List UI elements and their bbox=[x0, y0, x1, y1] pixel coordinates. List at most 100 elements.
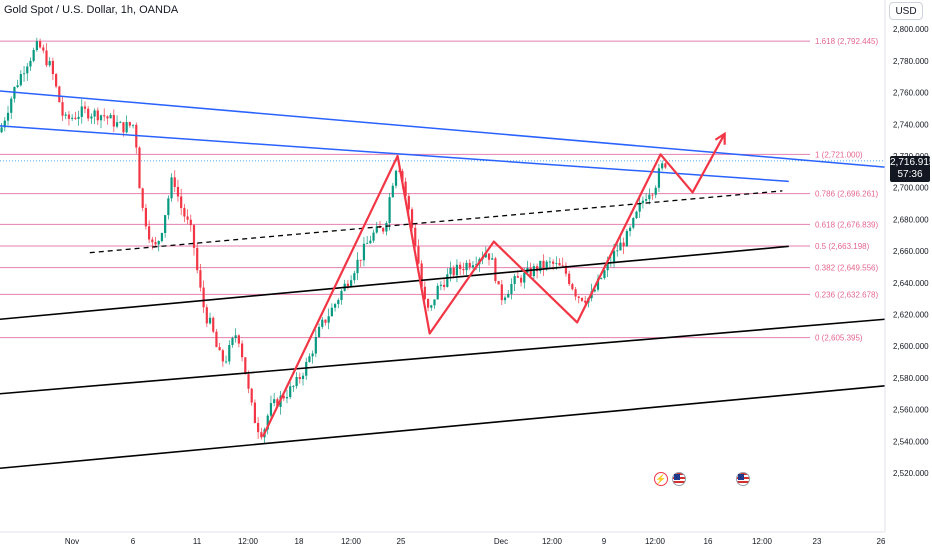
candle-body bbox=[285, 397, 289, 399]
x-tick-label: 12:00 bbox=[341, 537, 362, 546]
candle-body bbox=[500, 284, 503, 301]
x-tick-label: 18 bbox=[295, 537, 304, 546]
candle-body bbox=[3, 120, 6, 128]
symbol-title[interactable]: Gold Spot / U.S. Dollar, 1h, OANDA bbox=[4, 4, 179, 16]
candle-body bbox=[257, 423, 260, 433]
x-tick-label: 16 bbox=[704, 537, 713, 546]
candle-body bbox=[356, 259, 359, 274]
candle-body bbox=[218, 347, 221, 351]
candle-body bbox=[167, 198, 170, 216]
zigzag-path[interactable] bbox=[261, 133, 726, 438]
candle-body bbox=[577, 296, 580, 298]
candle-body bbox=[388, 197, 391, 224]
flag-canton bbox=[738, 474, 744, 480]
bar-countdown: 57:36 bbox=[897, 169, 923, 180]
trendline-dashed[interactable] bbox=[89, 190, 783, 254]
candle-body bbox=[240, 343, 244, 358]
candle-body bbox=[612, 250, 616, 262]
y-tick-label: 2,560.000 bbox=[893, 406, 929, 415]
fib-label: 0.5 (2,663.198) bbox=[815, 242, 870, 251]
candle-body bbox=[244, 357, 247, 375]
x-tick-label: Nov bbox=[65, 537, 79, 546]
y-tick-label: 2,780.000 bbox=[893, 57, 929, 66]
candle-body bbox=[362, 243, 366, 261]
candle-body bbox=[253, 402, 257, 424]
fib-label: 0.786 (2,696.261) bbox=[815, 190, 878, 199]
x-tick-label: 26 bbox=[877, 537, 886, 546]
candle-body bbox=[205, 307, 208, 324]
candle-body bbox=[657, 168, 661, 188]
fib-retracement[interactable]: 1.618 (2,792.445) 1 (2,721.000) 0.786 (2,6… bbox=[0, 37, 885, 343]
candle-body bbox=[221, 350, 224, 362]
candle-body bbox=[77, 116, 80, 119]
candle-body bbox=[558, 262, 561, 266]
candle-body bbox=[202, 287, 205, 308]
time-axis[interactable]: Nov 6 11 12:00 18 12:00 25 Dec 12:00 9 12:00 16 12:0… bbox=[0, 531, 886, 550]
candle-body bbox=[183, 208, 186, 217]
candle-body bbox=[475, 264, 478, 266]
trendline-black[interactable] bbox=[0, 245, 789, 321]
candle-body bbox=[196, 247, 199, 271]
lightning-icon[interactable]: ⚡ bbox=[654, 472, 668, 486]
candle-body bbox=[446, 274, 449, 287]
candle-body bbox=[436, 285, 439, 300]
candle-body bbox=[64, 114, 67, 116]
candle-body bbox=[497, 280, 500, 285]
us-flag-icon[interactable] bbox=[672, 472, 686, 486]
candle-body bbox=[455, 264, 459, 276]
candle-body bbox=[407, 196, 410, 210]
candle-body bbox=[99, 115, 103, 121]
candle-body bbox=[532, 266, 535, 277]
candle-body bbox=[350, 280, 353, 287]
candle-body bbox=[109, 115, 112, 119]
candle-body bbox=[645, 199, 648, 201]
candlesticks bbox=[0, 37, 667, 444]
candle-body bbox=[208, 317, 212, 324]
flag-canton bbox=[674, 474, 680, 480]
candle-body bbox=[32, 50, 35, 61]
candle-body bbox=[266, 415, 269, 430]
candle-body bbox=[394, 170, 398, 186]
x-tick-label: 12:00 bbox=[238, 537, 259, 546]
candle-body bbox=[45, 50, 48, 66]
trendline-blue[interactable] bbox=[0, 125, 789, 183]
us-flag-icon[interactable] bbox=[736, 472, 750, 486]
candle-body bbox=[289, 386, 292, 398]
candle-body bbox=[74, 117, 77, 119]
candle-body bbox=[151, 239, 154, 243]
candle-body bbox=[539, 260, 542, 272]
candle-body bbox=[574, 289, 577, 297]
y-tick-label: 2,540.000 bbox=[893, 437, 929, 446]
trendline-black[interactable] bbox=[0, 385, 886, 470]
candle-body bbox=[93, 110, 96, 117]
candle-body bbox=[452, 267, 455, 276]
currency-button[interactable]: USD bbox=[889, 2, 923, 20]
candle-body bbox=[173, 177, 176, 187]
candle-body bbox=[462, 269, 465, 271]
price-axis[interactable]: 2,520.000 2,540.000 2,560.000 2,580.000 2,60… bbox=[884, 0, 932, 550]
last-price-label: 2,716.915 57:36 bbox=[890, 156, 932, 182]
candle-body bbox=[651, 194, 654, 196]
candle-body bbox=[186, 216, 189, 220]
candle-body bbox=[55, 74, 58, 87]
y-tick-label: 2,660.000 bbox=[893, 247, 929, 256]
x-tick-label: 23 bbox=[813, 537, 822, 546]
y-tick-label: 2,760.000 bbox=[893, 89, 929, 98]
candle-body bbox=[359, 259, 362, 261]
trendlines[interactable] bbox=[0, 90, 886, 470]
candle-body bbox=[180, 196, 183, 209]
candle-body bbox=[215, 331, 218, 348]
trendline-black[interactable] bbox=[0, 318, 886, 395]
candle-body bbox=[292, 386, 295, 387]
candle-body bbox=[372, 232, 375, 241]
candle-body bbox=[523, 272, 526, 283]
projection-zigzag[interactable] bbox=[261, 131, 726, 438]
x-tick-label: 12:00 bbox=[752, 537, 773, 546]
price-axis-bg bbox=[885, 0, 932, 550]
fib-label: 0 (2,605.395) bbox=[815, 334, 863, 343]
candle-body bbox=[568, 273, 571, 285]
candle-body bbox=[555, 262, 558, 264]
trendline-blue[interactable] bbox=[0, 90, 886, 168]
candle-body bbox=[596, 278, 600, 290]
